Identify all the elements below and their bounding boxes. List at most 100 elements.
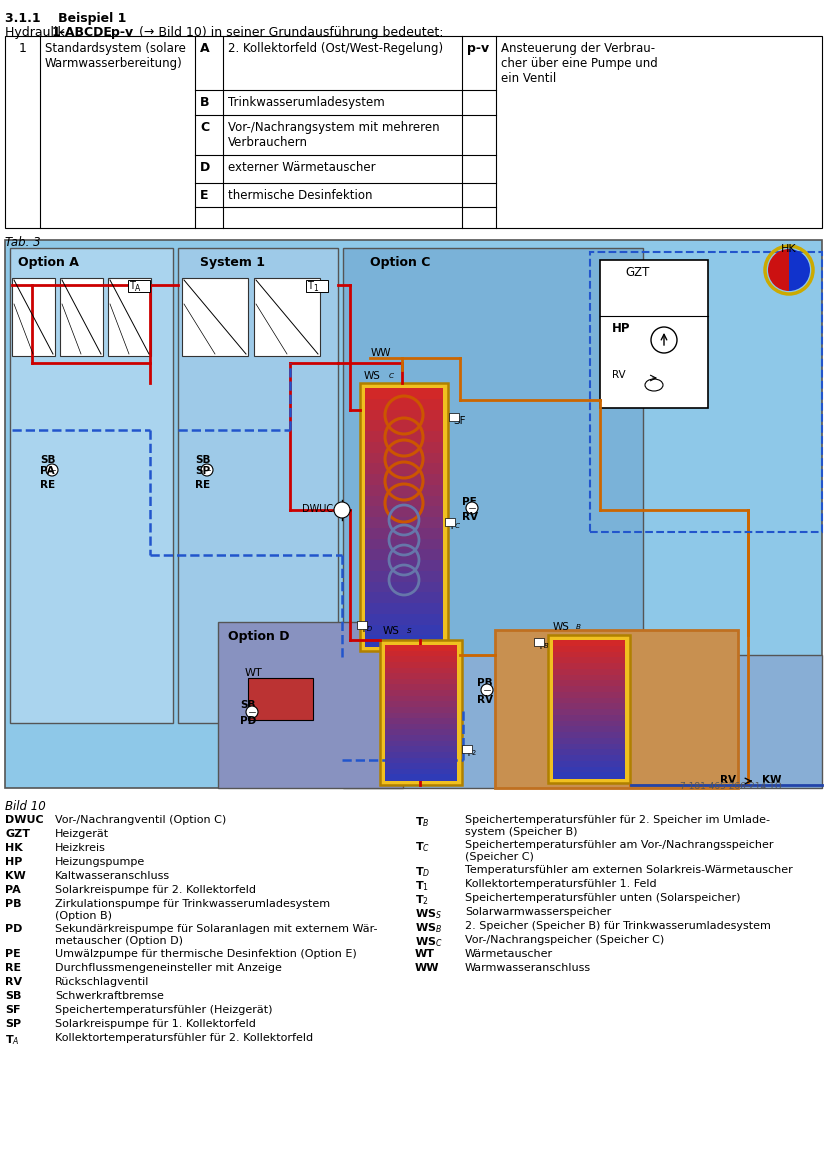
Bar [365, 538, 443, 550]
Text: RE: RE [195, 481, 210, 490]
Bar [385, 741, 457, 747]
Text: Warmwasseranschluss: Warmwasseranschluss [465, 963, 591, 973]
Bar [553, 761, 625, 767]
Text: T$_2$: T$_2$ [415, 893, 428, 907]
Bar [365, 453, 443, 463]
Wedge shape [789, 249, 810, 291]
Bar [553, 664, 625, 669]
Text: SF: SF [5, 1005, 21, 1016]
Text: thermische Desinfektion: thermische Desinfektion [228, 189, 373, 201]
Text: GZT: GZT [5, 829, 30, 840]
Text: HK: HK [781, 244, 796, 254]
Bar [385, 775, 457, 780]
Bar [5, 240, 822, 787]
Bar [553, 640, 625, 646]
Bar [365, 560, 443, 571]
Bar [385, 706, 457, 713]
Bar [553, 646, 625, 652]
Text: (→ Bild 10) in seiner Grundausführung bedeutet:: (→ Bild 10) in seiner Grundausführung be… [135, 25, 443, 39]
Text: WW: WW [371, 349, 392, 358]
Text: Speichertemperatursfühler (Heizgerät): Speichertemperatursfühler (Heizgerät) [55, 1005, 273, 1016]
Text: T: T [307, 281, 313, 291]
Text: RV: RV [612, 371, 626, 380]
Bar [385, 690, 457, 696]
Text: 1-ABCDE: 1-ABCDE [52, 25, 113, 39]
Bar [385, 746, 457, 753]
Text: $_2$: $_2$ [471, 748, 477, 758]
Bar [553, 680, 625, 687]
Bar [553, 738, 625, 743]
Bar [360, 383, 448, 651]
Text: 2. Kollektorfeld (Ost/West-Regelung): 2. Kollektorfeld (Ost/West-Regelung) [228, 42, 443, 54]
Bar [600, 261, 708, 408]
Text: D: D [200, 161, 210, 174]
Bar [128, 280, 150, 292]
Text: PE: PE [462, 497, 477, 507]
Bar [385, 651, 457, 657]
Bar [385, 645, 457, 651]
Text: Option A: Option A [18, 256, 79, 269]
Text: C: C [200, 120, 209, 134]
Bar [553, 674, 625, 681]
Text: Option E: Option E [530, 664, 590, 676]
Text: T$_1$: T$_1$ [415, 879, 429, 893]
Bar [385, 657, 457, 662]
Text: WS$_B$: WS$_B$ [415, 921, 443, 935]
Text: SF: SF [453, 416, 465, 426]
Bar [385, 702, 457, 708]
Bar [365, 571, 443, 582]
Text: HP: HP [612, 322, 631, 335]
Circle shape [201, 464, 213, 476]
Bar [553, 767, 625, 772]
Bar [343, 248, 643, 661]
Bar [12, 278, 55, 356]
Bar [553, 749, 625, 755]
Text: A: A [135, 284, 141, 293]
Text: Hydraulik: Hydraulik [5, 25, 69, 39]
Text: Heizungspumpe: Heizungspumpe [55, 857, 146, 867]
Text: $_C$: $_C$ [454, 521, 461, 532]
Bar [385, 662, 457, 668]
Text: Zirkulationspumpe für Trinkwasserumladesystem
(Option B): Zirkulationspumpe für Trinkwasserumlades… [55, 899, 330, 921]
Bar [553, 709, 625, 716]
Text: SP: SP [195, 466, 210, 476]
Text: HP: HP [5, 857, 22, 867]
Text: A: A [200, 42, 210, 54]
Bar [590, 252, 822, 532]
Text: SB: SB [40, 455, 56, 466]
Bar [385, 730, 457, 735]
Bar [365, 485, 443, 496]
Text: Durchflussmengeneinsteller mit Anzeige: Durchflussmengeneinsteller mit Anzeige [55, 963, 282, 973]
Text: Temperatursfühler am externen Solarkreis-Wärmetauscher: Temperatursfühler am externen Solarkreis… [465, 865, 793, 875]
Bar [385, 724, 457, 730]
Text: WS: WS [383, 626, 400, 636]
Text: Tab. 3: Tab. 3 [5, 236, 41, 249]
Bar [182, 278, 248, 356]
Bar [108, 278, 151, 356]
Text: WS$_C$: WS$_C$ [415, 935, 443, 948]
Text: RE: RE [5, 963, 21, 973]
Bar [385, 667, 457, 674]
Text: E: E [200, 189, 209, 201]
Bar [365, 496, 443, 507]
Bar [553, 755, 625, 761]
Bar [248, 677, 313, 720]
Bar [365, 614, 443, 625]
Text: Solarkreispumpe für 2. Kollektorfeld: Solarkreispumpe für 2. Kollektorfeld [55, 885, 256, 895]
Circle shape [334, 503, 350, 518]
Text: Vor-/Nachrangsystem mit mehreren
Verbrauchern: Vor-/Nachrangsystem mit mehreren Verbrau… [228, 120, 439, 149]
Text: 2. Speicher (Speicher B) für Trinkwasserumladesystem: 2. Speicher (Speicher B) für Trinkwasser… [465, 921, 771, 931]
Text: KW: KW [5, 871, 26, 881]
Bar [553, 686, 625, 692]
Text: RV: RV [477, 695, 493, 705]
Text: SP: SP [5, 1019, 21, 1029]
Text: T$_B$: T$_B$ [415, 815, 429, 829]
Text: T: T [129, 281, 135, 291]
Text: $_B$: $_B$ [575, 622, 582, 632]
Bar [218, 622, 403, 787]
Text: Speichertemperatursfühler für 2. Speicher im Umlade-
system (Speicher B): Speichertemperatursfühler für 2. Speiche… [465, 815, 770, 836]
Text: Option D: Option D [228, 630, 290, 643]
Bar [385, 735, 457, 741]
Text: System 1: System 1 [200, 256, 265, 269]
Text: RV: RV [720, 775, 736, 785]
